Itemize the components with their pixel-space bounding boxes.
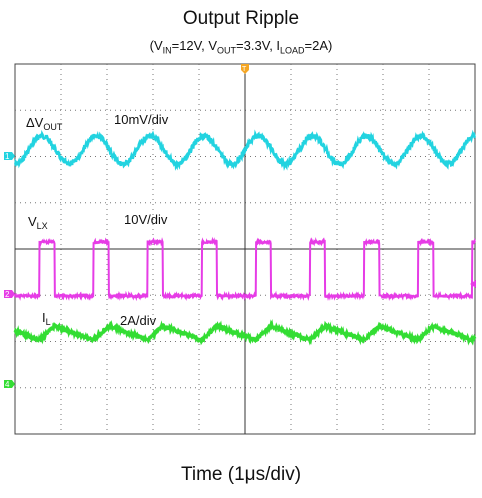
x-axis-label: Time (1μs/div) [180,464,302,485]
svg-text:T: T [242,66,247,73]
il-scale: 2A/div [120,313,157,328]
trigger-marker: T [241,64,249,74]
ch2-marker: 2 [4,290,15,299]
svg-text:4: 4 [5,380,10,389]
vout-label: ΔVOUT [26,115,63,132]
ch1-marker: 1 [4,152,15,161]
il-trace [13,318,477,346]
vout-scale: 10mV/div [114,112,169,127]
svg-text:2: 2 [5,290,10,299]
svg-text:1: 1 [5,152,10,161]
vlx-label: VLX [28,214,48,231]
chart-subtitle: (VIN=12V, VOUT=3.3V, ILOAD=2A) [149,38,333,56]
trigger-level-marker [470,280,476,288]
vlx-scale: 10V/div [124,212,168,227]
traces [13,129,477,346]
ch3-marker: 4 [4,380,15,389]
vlx-trace [14,236,476,302]
chart-title: Output Ripple [182,8,300,29]
vout-trace [14,129,476,172]
il-label: IL [42,310,51,327]
